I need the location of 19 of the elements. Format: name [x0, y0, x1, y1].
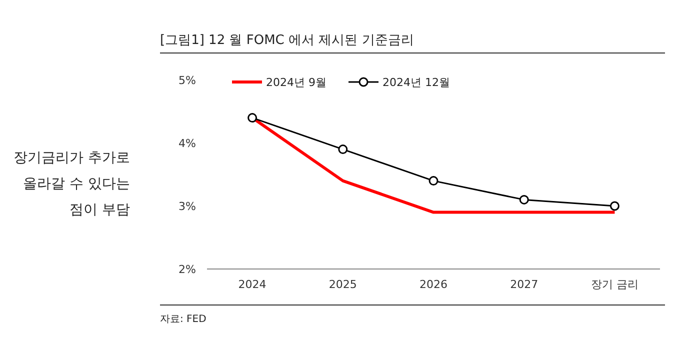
- legend-label: 2024년 12월: [382, 76, 450, 89]
- text: 장기금리가 추가로 올라갈 수 있다는 점이 부담: [14, 150, 130, 218]
- point: [248, 113, 258, 123]
- x-tick-label: 2027: [510, 278, 538, 291]
- text: 자료: FED: [160, 314, 207, 325]
- y-tick-label: 2%: [178, 263, 196, 276]
- chart-title: [그림1] 12 월 FOMC 에서 제시된 기준금리: [160, 33, 414, 48]
- x-tick-label: 장기 금리: [590, 278, 638, 291]
- point: [338, 144, 348, 154]
- point: [428, 176, 438, 186]
- x-tick-label: 2024: [238, 278, 266, 291]
- y-tick-label: 4%: [178, 137, 196, 150]
- x-tick-label: 2026: [420, 278, 448, 291]
- legend-label: 2024년 9월: [266, 76, 326, 89]
- point: [610, 201, 620, 211]
- y-tick-label: 5%: [178, 74, 196, 87]
- x-tick-label: 2025: [328, 278, 357, 291]
- point: [519, 194, 529, 204]
- y-tick-label: 3%: [178, 200, 196, 213]
